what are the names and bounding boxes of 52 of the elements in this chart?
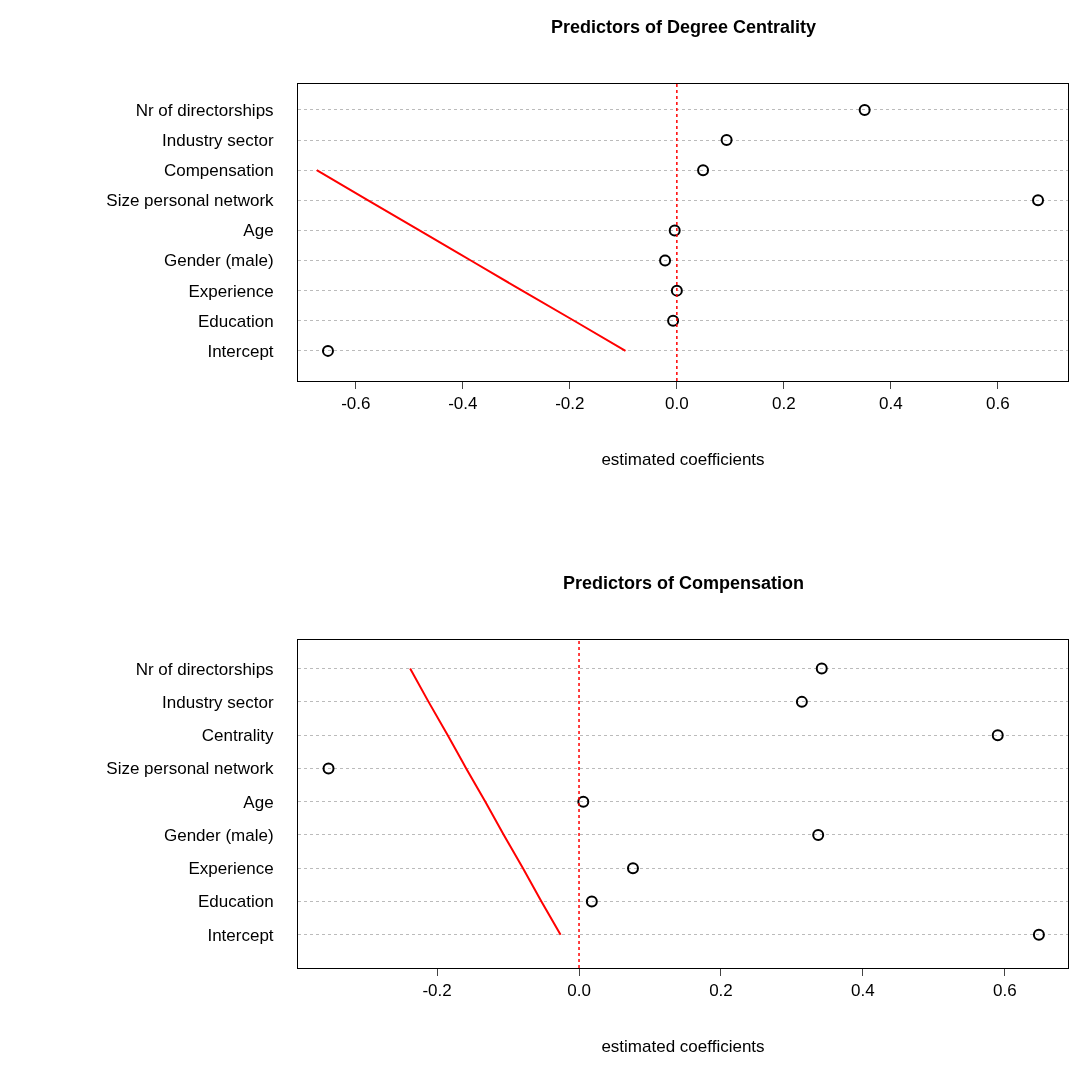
x-tick-label: -0.4 (448, 394, 478, 414)
y-tick-label: Nr of directorships (135, 659, 274, 679)
point (659, 254, 672, 267)
x-tick-label: -0.6 (341, 394, 371, 414)
point (991, 729, 1004, 742)
x-tick-label: 0.4 (851, 981, 875, 1001)
y-tick-label: Gender (male) (163, 251, 274, 271)
point (668, 224, 681, 237)
point (720, 134, 733, 147)
y-tick-label: Education (197, 892, 274, 912)
y-tick-label: Experience (188, 281, 274, 301)
point (626, 862, 639, 875)
y-tick-label: Industry sector (162, 692, 274, 712)
point (321, 344, 334, 357)
point (577, 795, 590, 808)
x-tick-label: 0.0 (567, 981, 591, 1001)
point (697, 164, 710, 177)
x-tick-label: 0.0 (665, 394, 689, 414)
point (858, 103, 871, 116)
point (1032, 194, 1045, 207)
y-tick-label: Age (243, 221, 274, 241)
point (812, 828, 825, 841)
x-axis-title: estimated coefficients (601, 1036, 765, 1056)
y-tick-label: Size personal network (106, 759, 275, 779)
x-tick-label: -0.2 (422, 981, 452, 1001)
x-tick-label: 0.2 (709, 981, 733, 1001)
y-tick-label: Centrality (201, 726, 275, 746)
y-tick-label: Intercept (207, 341, 274, 361)
y-tick-label: Experience (188, 859, 274, 879)
y-tick-label: Gender (male) (163, 825, 274, 845)
x-tick-label: 0.4 (879, 394, 903, 414)
point (667, 314, 680, 327)
x-axis-title: estimated coefficients (601, 449, 765, 469)
y-tick-label: Nr of directorships (135, 100, 274, 120)
point (1032, 928, 1045, 941)
point (585, 895, 598, 908)
y-tick-label: Size personal network (106, 191, 275, 211)
x-tick-label: 0.6 (986, 394, 1010, 414)
x-tick-label: 0.2 (772, 394, 796, 414)
chart-title: Predictors of Degree Centrality (551, 17, 817, 37)
point (670, 284, 683, 297)
y-tick-label: Age (243, 792, 274, 812)
y-tick-label: Industry sector (162, 130, 274, 150)
x-tick-label: 0.6 (993, 981, 1017, 1001)
point (795, 695, 808, 708)
y-tick-label: Education (197, 311, 274, 331)
y-tick-label: Intercept (207, 925, 274, 945)
point (815, 662, 828, 675)
y-tick-label: Compensation (163, 161, 274, 181)
chart-title: Predictors of Compensation (563, 573, 805, 593)
x-tick-label: -0.2 (555, 394, 585, 414)
point (322, 762, 335, 775)
